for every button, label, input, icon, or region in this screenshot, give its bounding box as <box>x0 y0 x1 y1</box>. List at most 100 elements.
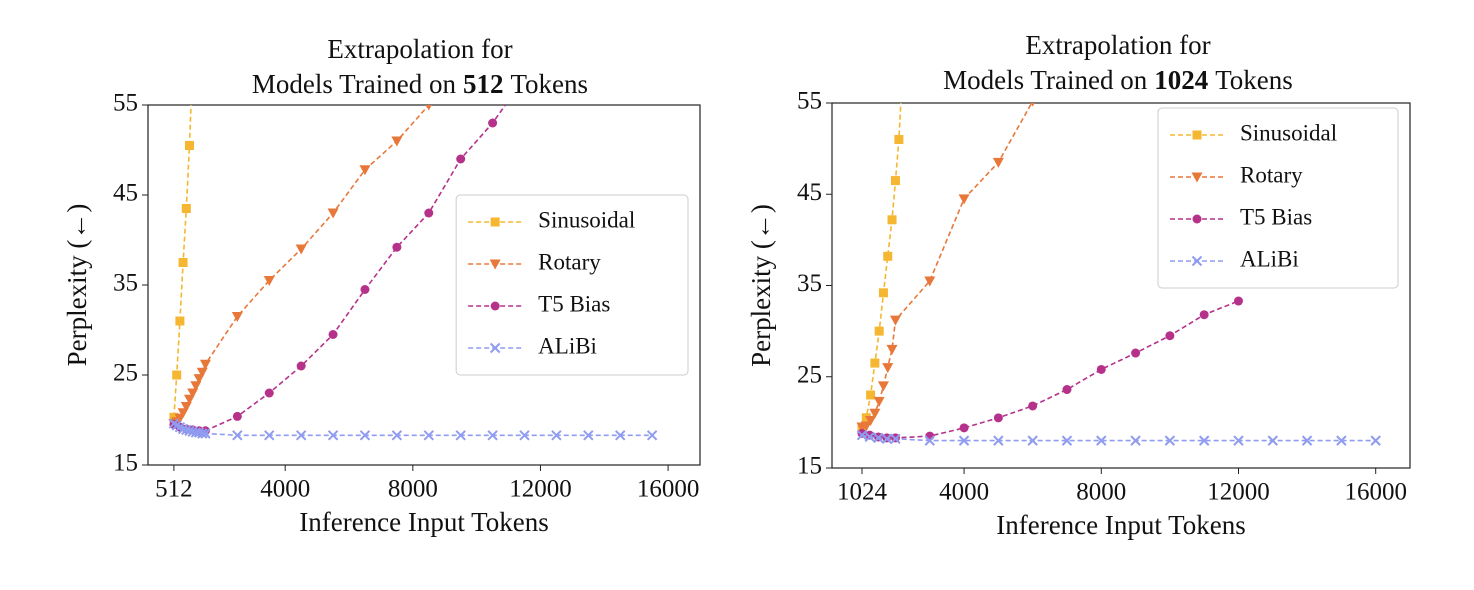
marker <box>1233 296 1243 306</box>
marker <box>424 208 434 218</box>
marker <box>455 430 466 441</box>
marker <box>1191 255 1203 267</box>
title-part: Models Trained on <box>943 65 1148 95</box>
marker <box>456 154 466 164</box>
marker <box>1096 435 1107 446</box>
marker <box>295 430 307 441</box>
legend-label: Rotary <box>1240 162 1303 187</box>
marker <box>327 208 339 219</box>
marker <box>197 428 208 439</box>
marker <box>264 430 275 441</box>
x-tick-label: 16000 <box>637 476 700 503</box>
x-tick-label: 4000 <box>260 476 310 503</box>
marker <box>359 430 371 441</box>
marker <box>864 431 875 443</box>
x-tick-label: 16000 <box>1344 479 1407 506</box>
y-tick-label: 35 <box>797 270 822 297</box>
marker <box>873 432 884 444</box>
marker <box>490 217 500 227</box>
x-tick-label: 8000 <box>388 476 438 503</box>
y-tick-label: 25 <box>797 361 822 388</box>
marker <box>231 312 243 322</box>
marker <box>200 428 211 439</box>
marker <box>551 430 562 441</box>
legend-label: T5 Bias <box>538 291 610 316</box>
marker <box>1165 331 1175 341</box>
marker <box>1233 435 1244 446</box>
y-tick-label: 15 <box>113 450 138 477</box>
marker <box>391 136 403 147</box>
marker <box>883 251 893 261</box>
marker <box>489 342 501 354</box>
plot-area <box>168 105 658 441</box>
marker <box>490 301 500 311</box>
marker <box>1301 435 1313 446</box>
marker <box>172 370 182 380</box>
marker <box>359 165 371 176</box>
marker <box>889 315 901 326</box>
legend-label: Rotary <box>538 249 601 274</box>
marker <box>898 71 907 80</box>
marker <box>924 435 935 446</box>
series-line <box>861 300 1239 439</box>
legend-label: ALiBi <box>1240 246 1299 271</box>
marker <box>993 413 1003 423</box>
marker <box>878 288 888 298</box>
marker <box>178 258 188 267</box>
legend: Sinusoidal Rotary T5 Bias ALiBi <box>1157 107 1399 289</box>
marker <box>1370 435 1381 446</box>
title-part: Tokens <box>1215 65 1293 95</box>
marker <box>360 285 370 294</box>
marker <box>869 408 881 419</box>
marker <box>1062 385 1072 395</box>
marker <box>487 430 498 441</box>
marker <box>583 430 594 441</box>
marker <box>870 358 880 368</box>
y-tick-label: 15 <box>797 453 822 480</box>
marker <box>958 194 970 205</box>
marker <box>992 157 1004 168</box>
y-tick-label: 25 <box>113 360 138 387</box>
series-line <box>173 105 192 418</box>
marker <box>181 204 191 213</box>
legend-box <box>455 194 689 376</box>
marker <box>1199 310 1209 320</box>
marker <box>519 430 530 441</box>
marker <box>1030 103 1035 107</box>
legend-label: ALiBi <box>538 333 597 358</box>
series-line <box>861 434 1376 442</box>
marker <box>296 361 306 371</box>
marker <box>392 242 402 252</box>
marker <box>887 215 897 225</box>
marker <box>1027 435 1038 446</box>
marker <box>865 416 877 427</box>
x-axis-label: Inference Input Tokens <box>299 507 549 537</box>
x-axis-label: Inference Input Tokens <box>996 510 1246 540</box>
y-axis-label: Perplexity (←) <box>746 204 776 367</box>
marker <box>1130 435 1141 446</box>
x-tick-label: 8000 <box>1076 479 1126 506</box>
marker <box>1061 435 1073 446</box>
marker <box>196 367 208 378</box>
chart-title: Extrapolation for <box>1025 30 1210 60</box>
marker <box>646 430 658 441</box>
marker <box>860 421 872 432</box>
legend-label: T5 Bias <box>1240 204 1312 229</box>
marker <box>958 435 970 446</box>
marker <box>881 433 893 445</box>
y-tick-label: 55 <box>113 90 138 117</box>
series-line <box>173 422 653 437</box>
x-tick-label: 12000 <box>1207 479 1270 506</box>
marker <box>615 430 626 441</box>
marker <box>232 430 243 441</box>
marker <box>264 388 274 398</box>
marker <box>177 423 189 435</box>
chart-title: Extrapolation for <box>327 34 512 64</box>
marker <box>1192 130 1202 140</box>
plot-area <box>856 71 1381 446</box>
marker <box>488 118 498 128</box>
marker <box>1028 401 1038 411</box>
x-tick-label: 12000 <box>509 476 572 503</box>
